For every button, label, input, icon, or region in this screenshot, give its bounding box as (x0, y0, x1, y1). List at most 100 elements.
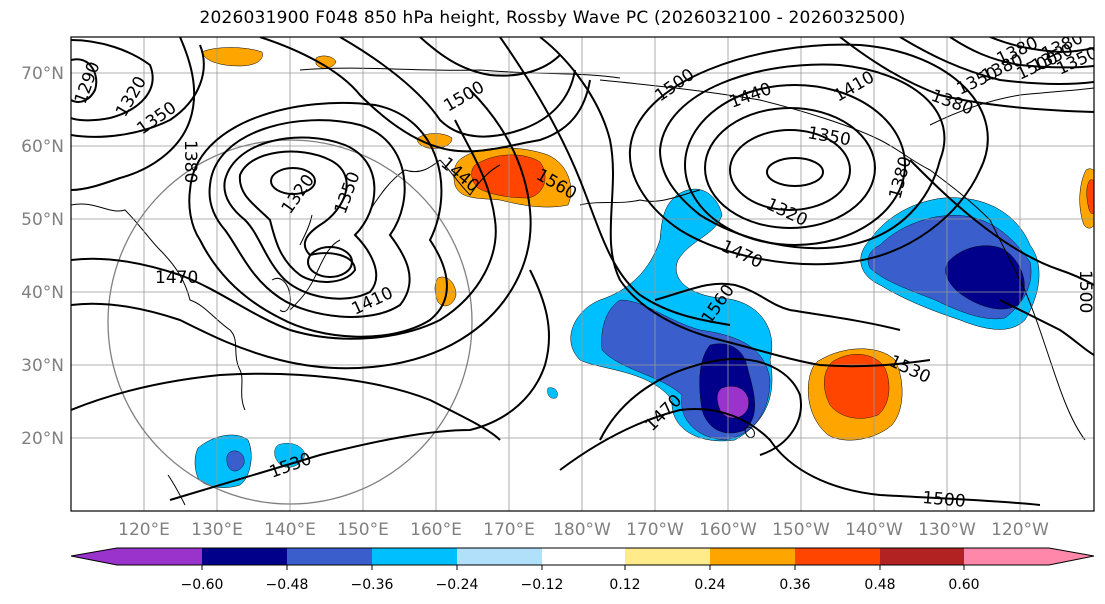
colorbar-tick-label-8: 0.48 (864, 577, 895, 593)
lon-label-150w: 150°W (772, 520, 830, 540)
colorbar-ticks (201, 565, 965, 570)
contour-low-center-1 (270, 167, 316, 195)
positive-anomaly-small (434, 276, 457, 307)
colorbar-segment-9 (880, 548, 964, 565)
contour-1380-arctic (71, 37, 196, 191)
lon-label-130w: 130°W (918, 520, 976, 540)
contour-label-1500-ne-edge: 1500 (1075, 270, 1095, 313)
contour-low-3 (208, 119, 411, 318)
negative-anomaly-west-tropics-mid (226, 450, 245, 472)
coastline-aleutians (579, 189, 701, 206)
negative-anomaly-west-tropics (194, 434, 252, 488)
lon-label-180w: 180°W (553, 520, 611, 540)
contour-north-2 (339, 37, 576, 138)
colorbar-segment-3 (372, 548, 457, 565)
coastline-kamchatka (439, 159, 501, 196)
contour-ne-1290 (989, 37, 1094, 54)
contour-label-1500-se: 1500 (922, 488, 967, 512)
positive-anomaly-subtropical-core (824, 354, 890, 419)
positive-anomaly-arctic-2 (315, 55, 337, 69)
longitude-labels: 120°E 130°E 140°E 150°E 160°E 170°E 180°… (118, 520, 1049, 540)
map-frame (70, 36, 1095, 512)
contour-high-4 (658, 63, 946, 250)
contour-high-1 (729, 129, 851, 211)
colorbar-tick-label-1: −0.48 (266, 577, 309, 593)
lon-label-170e: 170°E (483, 520, 535, 540)
negative-anomaly-ne-pacific-strong (945, 245, 1025, 310)
contour-east-1500 (539, 37, 931, 368)
lat-label-30: 30°N (21, 356, 64, 376)
lon-label-120e: 120°E (118, 520, 170, 540)
lat-label-50: 50°N (21, 210, 64, 230)
contour-low-2 (223, 136, 378, 300)
colorbar-segment-1 (202, 548, 287, 565)
lat-label-40: 40°N (21, 283, 64, 303)
colorbar-tick-label-5: 0.12 (609, 577, 640, 593)
contour-1500-west (71, 89, 532, 370)
contour-high-center (766, 157, 824, 187)
contour-1530-lower (169, 269, 551, 501)
colorbar-segment-6 (625, 548, 710, 565)
colorbar-segment-5 (542, 548, 625, 565)
coastline-asia (71, 203, 246, 411)
lat-label-60: 60°N (21, 137, 64, 157)
contour-east-1530 (654, 282, 901, 331)
contour-north-1 (259, 37, 591, 153)
colorbar-tick-label-6: 0.24 (694, 577, 725, 593)
contour-north-3 (419, 37, 561, 77)
positive-anomaly-east-edge-core (1086, 179, 1094, 214)
lon-label-170w: 170°W (626, 520, 684, 540)
height-contours (71, 37, 1094, 506)
lon-label-160e: 160°E (410, 520, 462, 540)
contour-ne-1530 (999, 299, 1094, 356)
lon-label-150e: 150°E (337, 520, 389, 540)
colorbar-tick-label-0: −0.60 (181, 577, 224, 593)
contour-high-2 (704, 107, 876, 229)
lon-label-120w: 120°W (991, 520, 1049, 540)
contour-east-1500-south (559, 408, 1041, 506)
contour-high-5 (628, 43, 989, 266)
contour-ne-1500 (909, 159, 1094, 286)
coastline-sakhalin (369, 159, 441, 211)
coastline-japan (289, 214, 341, 311)
lon-label-160w: 160°W (699, 520, 757, 540)
colorbar-outline (70, 547, 1095, 566)
lon-label-130e: 130°E (191, 520, 243, 540)
negative-anomaly-central-pacific-core (717, 386, 749, 419)
contour-ne-1350 (899, 37, 1094, 86)
contour-east-1560 (499, 37, 731, 326)
reference-circle (107, 139, 473, 505)
colorbar-tick-label-2: −0.36 (351, 577, 394, 593)
contour-ne-1380 (839, 37, 1094, 113)
lat-label-70: 70°N (21, 64, 64, 84)
latitude-labels: 70°N 60°N 50°N 40°N 30°N 20°N (21, 64, 64, 449)
contour-1350-arctic (71, 44, 205, 138)
lon-label-140w: 140°W (845, 520, 903, 540)
colorbar-segment-4 (457, 548, 542, 565)
colorbar-tick-label-7: 0.36 (779, 577, 810, 593)
colorbar-segment-2 (287, 548, 372, 565)
contour-low-1 (238, 150, 357, 283)
colorbar-tick-label-4: −0.12 (521, 577, 564, 593)
chart-title: 2026031900 F048 850 hPa height, Rossby W… (199, 8, 906, 28)
lat-label-20: 20°N (21, 429, 64, 449)
contour-1320-arctic (71, 39, 154, 122)
contour-ne-1320 (949, 37, 1094, 69)
contour-low-4 (188, 101, 448, 338)
colorbar-tick-label-3: −0.24 (436, 577, 479, 593)
graticule (71, 37, 1094, 511)
coastline-hawaii (744, 426, 755, 439)
negative-anomaly-spot (547, 387, 558, 399)
contour-high-3 (684, 84, 906, 246)
coastline-philippines (167, 474, 186, 506)
colorbar-segment-7 (710, 548, 795, 565)
contour-1530-south (71, 372, 501, 441)
colorbar-tick-label-9: 0.60 (948, 577, 979, 593)
lon-label-140e: 140°E (264, 520, 316, 540)
contour-1290-arctic (71, 58, 98, 103)
shaded-fields (194, 47, 1094, 488)
colorbar-segment-10 (964, 548, 1094, 565)
contour-east-1470 (599, 358, 802, 456)
contour-1470-west (71, 119, 497, 340)
